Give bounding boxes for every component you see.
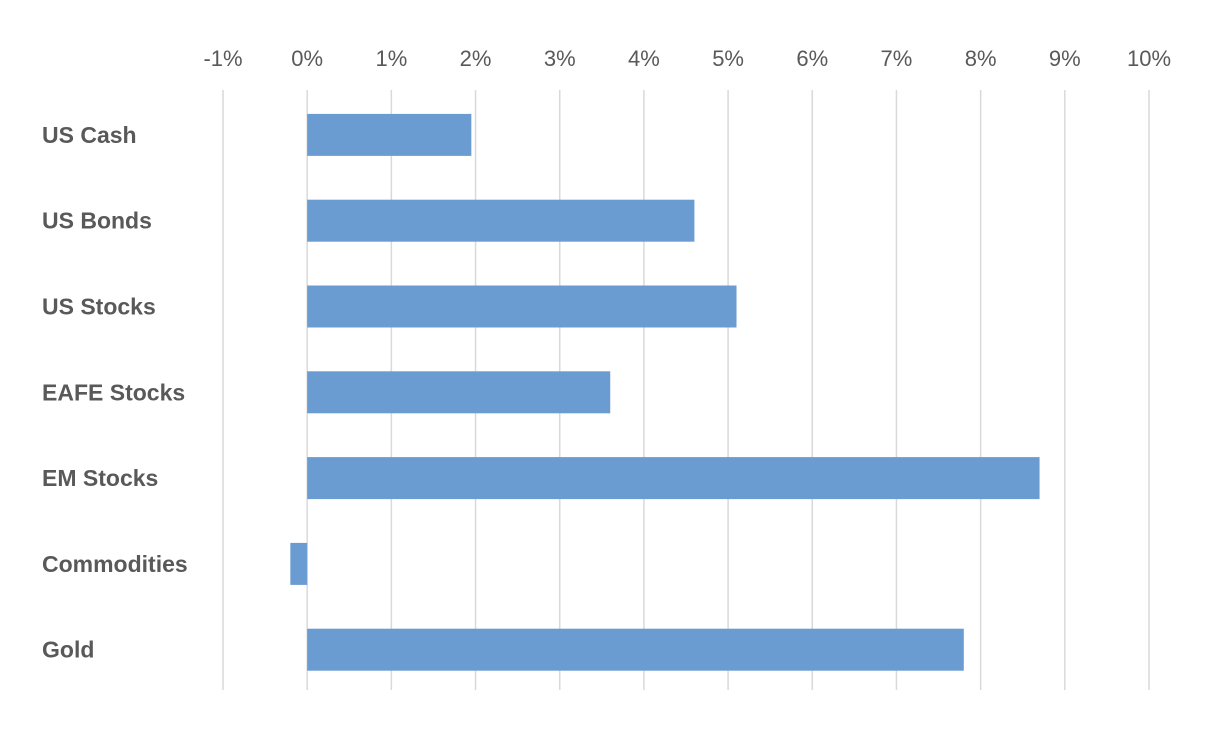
category-labels: US Cash US Bonds US Stocks EAFE Stocks EM St… xyxy=(42,122,188,663)
x-tick-label: 9% xyxy=(1049,46,1081,71)
bar-gold xyxy=(307,628,964,671)
bar-em-stocks xyxy=(307,457,1040,500)
category-label: Gold xyxy=(42,637,94,663)
bar-us-cash xyxy=(307,113,472,156)
x-axis-tick-labels: -1% 0% 1% 2% 3% 4% 5% 6% 7% 8% 9% 10% xyxy=(203,46,1171,71)
category-label: EAFE Stocks xyxy=(42,379,185,405)
category-label: US Stocks xyxy=(42,294,156,320)
x-tick-label: 6% xyxy=(796,46,828,71)
x-tick-label: 8% xyxy=(965,46,997,71)
x-tick-label: -1% xyxy=(203,46,242,71)
category-label: US Cash xyxy=(42,122,137,148)
bar-eafe-stocks xyxy=(307,371,611,414)
x-tick-label: 0% xyxy=(291,46,323,71)
bar-us-stocks xyxy=(307,285,737,328)
x-tick-label: 4% xyxy=(628,46,660,71)
x-tick-label: 2% xyxy=(460,46,492,71)
category-label: Commodities xyxy=(42,551,188,577)
bars xyxy=(290,113,1040,671)
x-tick-label: 10% xyxy=(1127,46,1171,71)
x-tick-label: 7% xyxy=(881,46,913,71)
bar-commodities xyxy=(290,542,308,585)
x-tick-label: 3% xyxy=(544,46,576,71)
x-tick-label: 5% xyxy=(712,46,744,71)
category-label: US Bonds xyxy=(42,208,152,234)
bar-us-bonds xyxy=(307,199,695,242)
x-tick-label: 1% xyxy=(375,46,407,71)
category-label: EM Stocks xyxy=(42,465,158,491)
